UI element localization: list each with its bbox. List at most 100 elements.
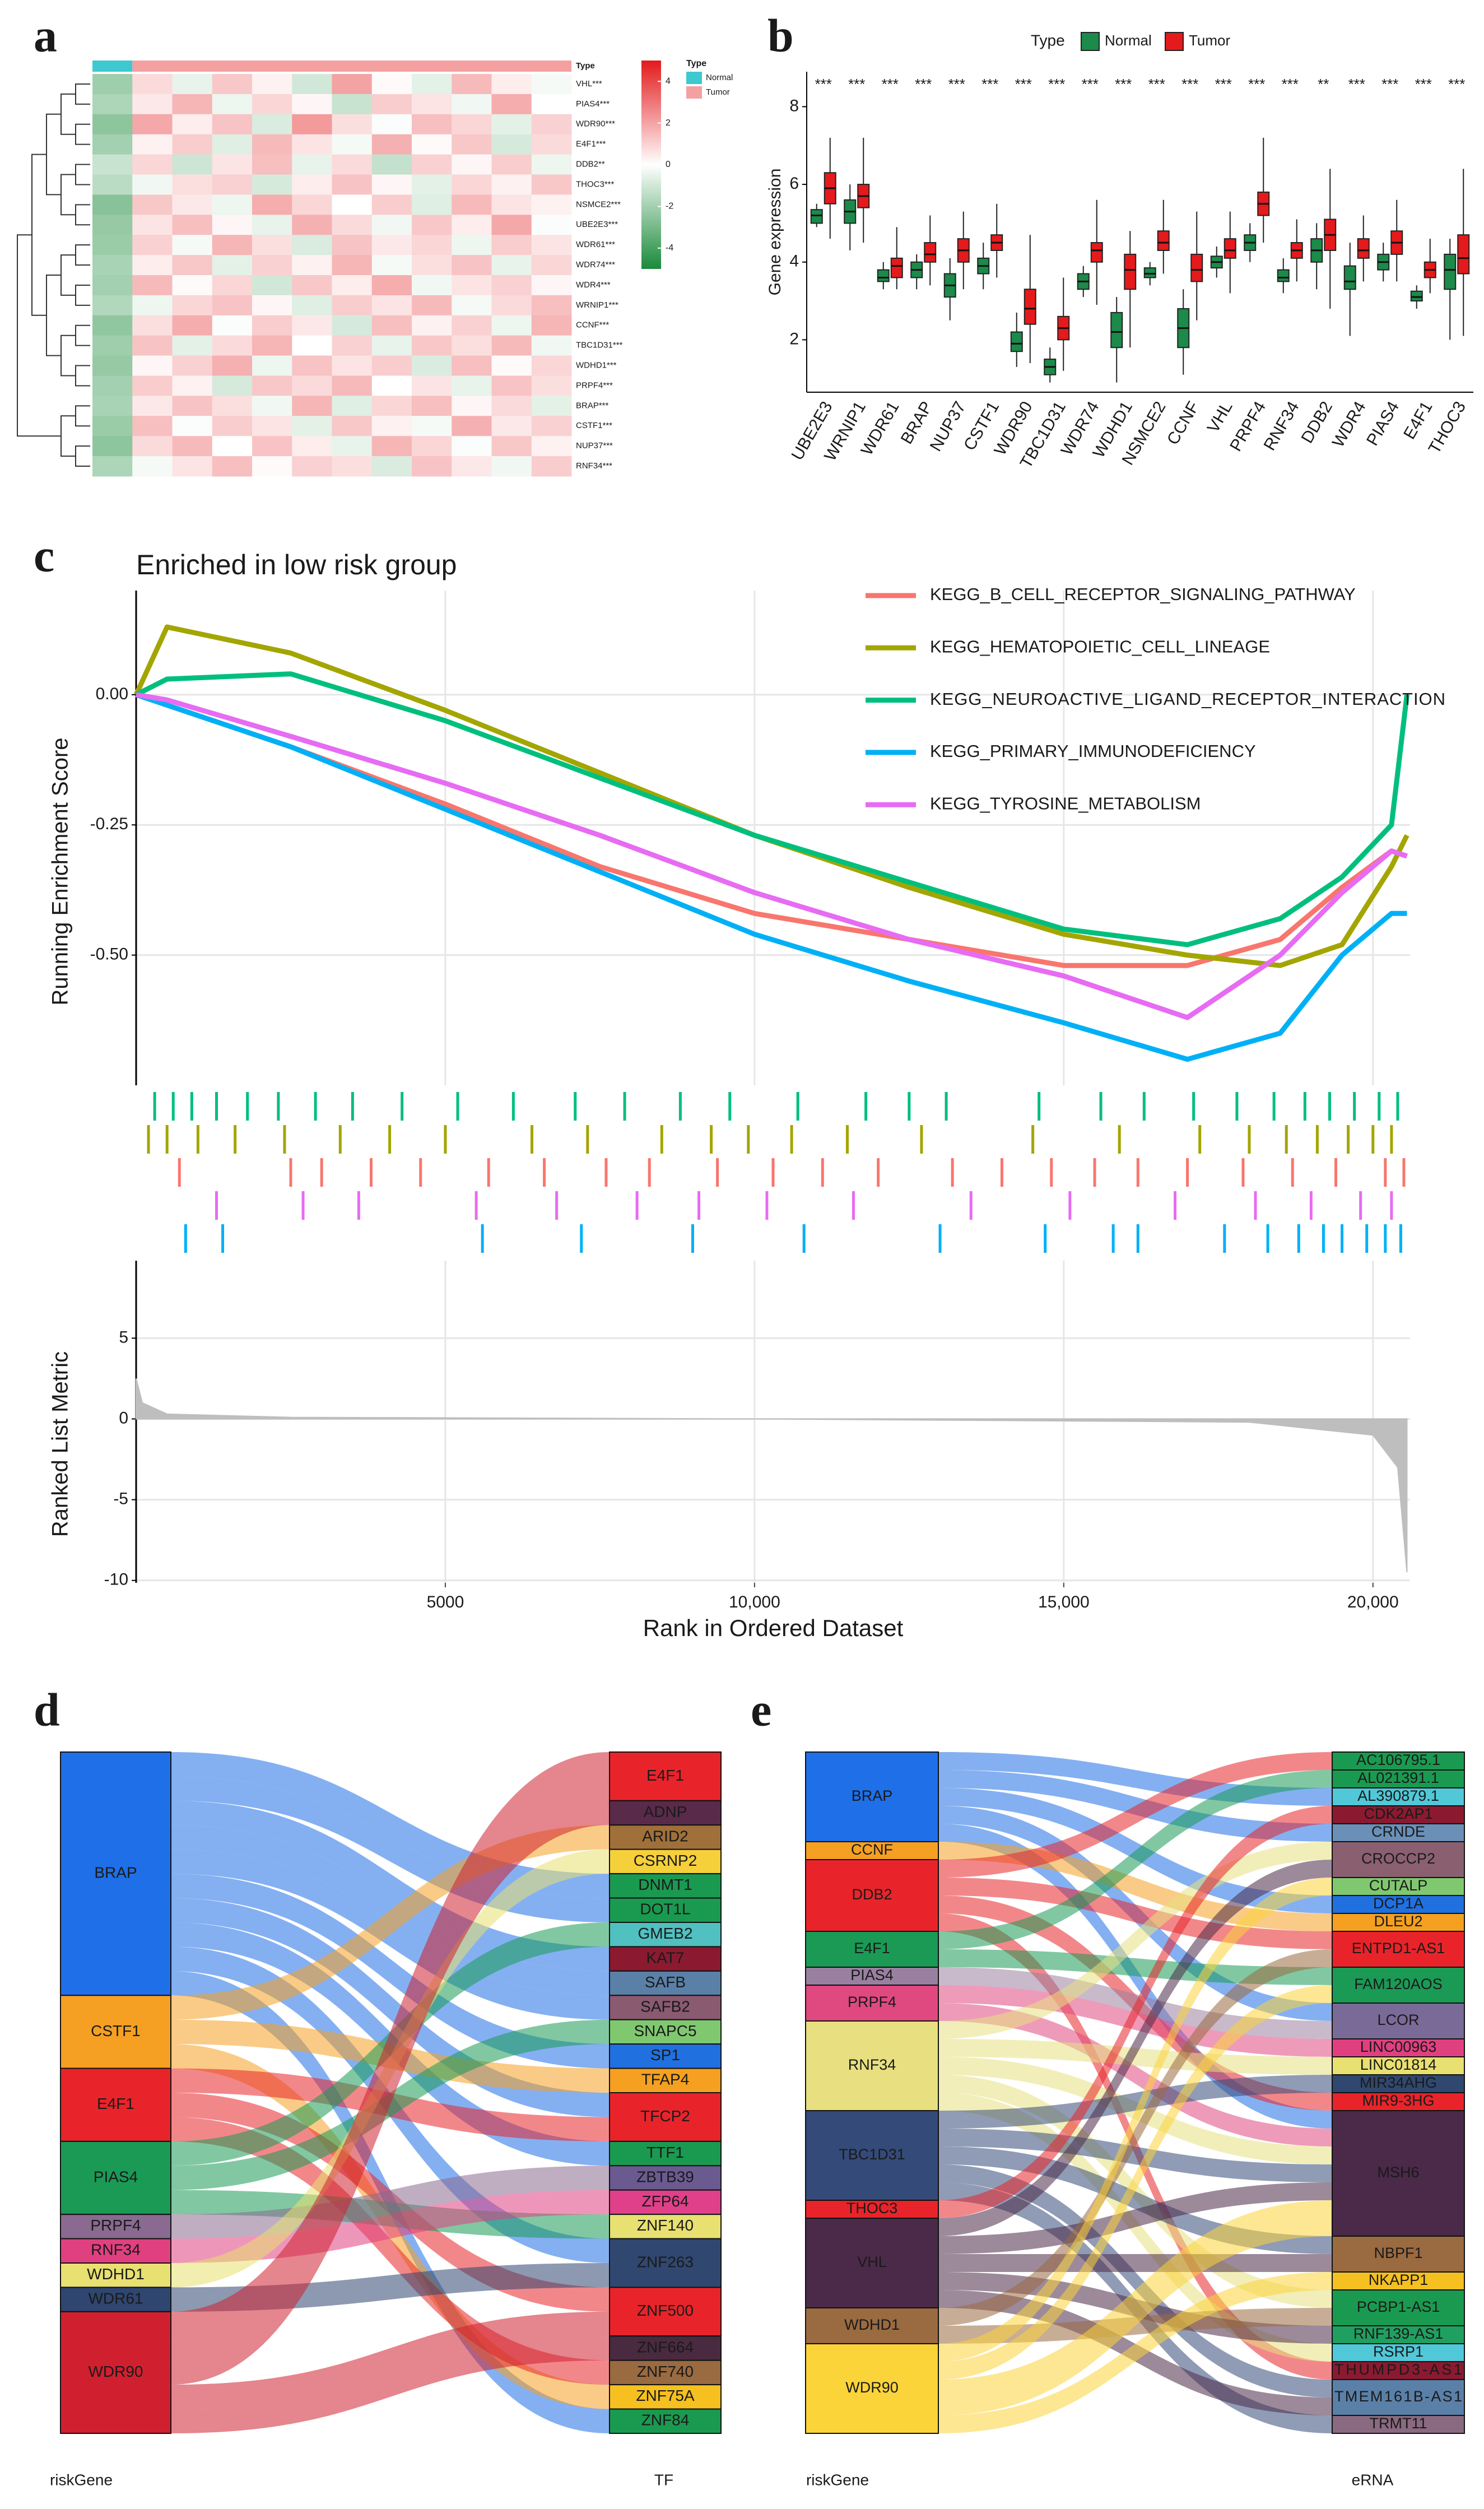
node	[1332, 2289, 1465, 2326]
flow	[171, 1752, 610, 2336]
heatmap-cell	[132, 94, 173, 115]
node-label: PCBP1-AS1	[1357, 2298, 1440, 2315]
heatmap-cell	[252, 295, 292, 316]
x-axis-title: Rank in Ordered Dataset	[643, 1615, 904, 1641]
heatmap-cell	[252, 134, 292, 155]
heatmap-cell	[452, 416, 492, 436]
heatmap-cell	[292, 315, 332, 336]
heatmap-cell	[92, 416, 133, 436]
node-label: MIR34AHG	[1360, 2074, 1437, 2091]
heatmap-cell	[371, 235, 412, 255]
es-line	[133, 624, 1409, 968]
panel-letter: c	[34, 529, 54, 582]
colorbar-label: 4	[666, 76, 671, 86]
annotation-bar	[92, 61, 133, 72]
row-label: TBC1D31***	[576, 341, 623, 350]
node	[805, 2343, 939, 2434]
heatmap-cell	[132, 295, 173, 316]
node-label: MSH6	[1377, 2164, 1419, 2181]
node	[609, 2359, 722, 2386]
row-label: NUP37***	[576, 441, 613, 450]
node-label: FAM120AOS	[1354, 1976, 1443, 1992]
dendrogram	[61, 93, 76, 135]
flow	[938, 2200, 1332, 2398]
flow	[938, 1949, 1332, 2326]
significance: ***	[948, 76, 965, 92]
x-tick-label: VHL	[1204, 398, 1236, 436]
dendrogram	[75, 445, 90, 467]
node-label: GMEB2	[638, 1925, 692, 1942]
box	[1277, 269, 1290, 282]
heatmap-cell	[212, 74, 253, 95]
heatmap-cell	[92, 436, 133, 457]
box	[1024, 289, 1036, 325]
heatmap-cell	[371, 396, 412, 416]
heatmap-cell	[132, 255, 173, 276]
heatmap-cell	[332, 114, 373, 135]
node-label: ENTPD1-AS1	[1352, 1940, 1445, 1957]
heatmap-cell	[531, 335, 572, 356]
heatmap-cell	[132, 335, 173, 356]
heatmap-cell	[212, 134, 253, 155]
node-label: THUMPD3-AS1	[1334, 2361, 1462, 2378]
heatmap-cell	[212, 194, 253, 215]
dendrogram	[46, 113, 61, 196]
node	[609, 1922, 722, 1948]
panel-letter: e	[751, 1684, 771, 1736]
heatmap-cell	[212, 255, 253, 276]
node-label: SAFB	[645, 1973, 686, 1991]
dendrogram	[61, 415, 76, 457]
heatmap-cell	[92, 456, 133, 477]
heatmap-cell	[412, 436, 452, 457]
heatmap-cell	[252, 275, 292, 296]
heatmap-cell	[252, 416, 292, 436]
heatmap-cell	[252, 375, 292, 396]
heatmap-cell	[132, 114, 173, 135]
box	[1110, 312, 1123, 349]
heatmap-cell	[371, 355, 412, 376]
node-label: ZNF75A	[636, 2387, 695, 2404]
heatmap-cell	[172, 94, 213, 115]
dendrogram	[61, 334, 76, 377]
colorbar-label: 2	[666, 118, 671, 128]
heatmap-cell	[212, 295, 253, 316]
heatmap-cell	[292, 355, 332, 376]
heatmap-cell	[491, 355, 532, 376]
node-label: PIAS4	[850, 1967, 894, 1983]
heatmap-cell	[172, 375, 213, 396]
heatmap-cell	[371, 436, 412, 457]
x-tick-label: PIAS4	[1363, 398, 1403, 449]
heatmap-cell	[292, 456, 332, 477]
heatmap-cell	[132, 174, 173, 195]
heatmap-cell	[292, 295, 332, 316]
node-label: AL021391.1	[1357, 1769, 1439, 1786]
row-label: E4F1***	[576, 140, 606, 149]
heatmap-cell	[252, 74, 292, 95]
y-tick-label: -0.50	[90, 945, 128, 964]
node	[1332, 2236, 1465, 2273]
flow	[171, 1776, 610, 1922]
heatmap-cell	[292, 255, 332, 276]
heatmap-cell	[212, 315, 253, 336]
row-label: CSTF1***	[576, 421, 612, 430]
node	[1332, 2325, 1465, 2344]
heatmap-cell	[92, 375, 133, 396]
node	[609, 2140, 722, 2167]
annotation-bar	[132, 61, 571, 72]
y-tick-label: 2	[789, 329, 799, 348]
node-label: PIAS4	[94, 2168, 138, 2185]
node	[805, 1859, 939, 1932]
heatmap-cell	[252, 114, 292, 135]
heatmap-cell	[132, 154, 173, 175]
heatmap-cell	[491, 275, 532, 296]
node-label: BRAP	[852, 1787, 893, 1804]
heatmap-cell	[212, 154, 253, 175]
significance: ***	[915, 76, 932, 92]
row-label: THOC3***	[576, 179, 615, 189]
node	[805, 2020, 939, 2111]
es-line	[135, 692, 1408, 968]
flow	[171, 1800, 610, 1971]
heatmap-cell	[531, 456, 572, 477]
node-label: ZFP64	[641, 2192, 688, 2210]
